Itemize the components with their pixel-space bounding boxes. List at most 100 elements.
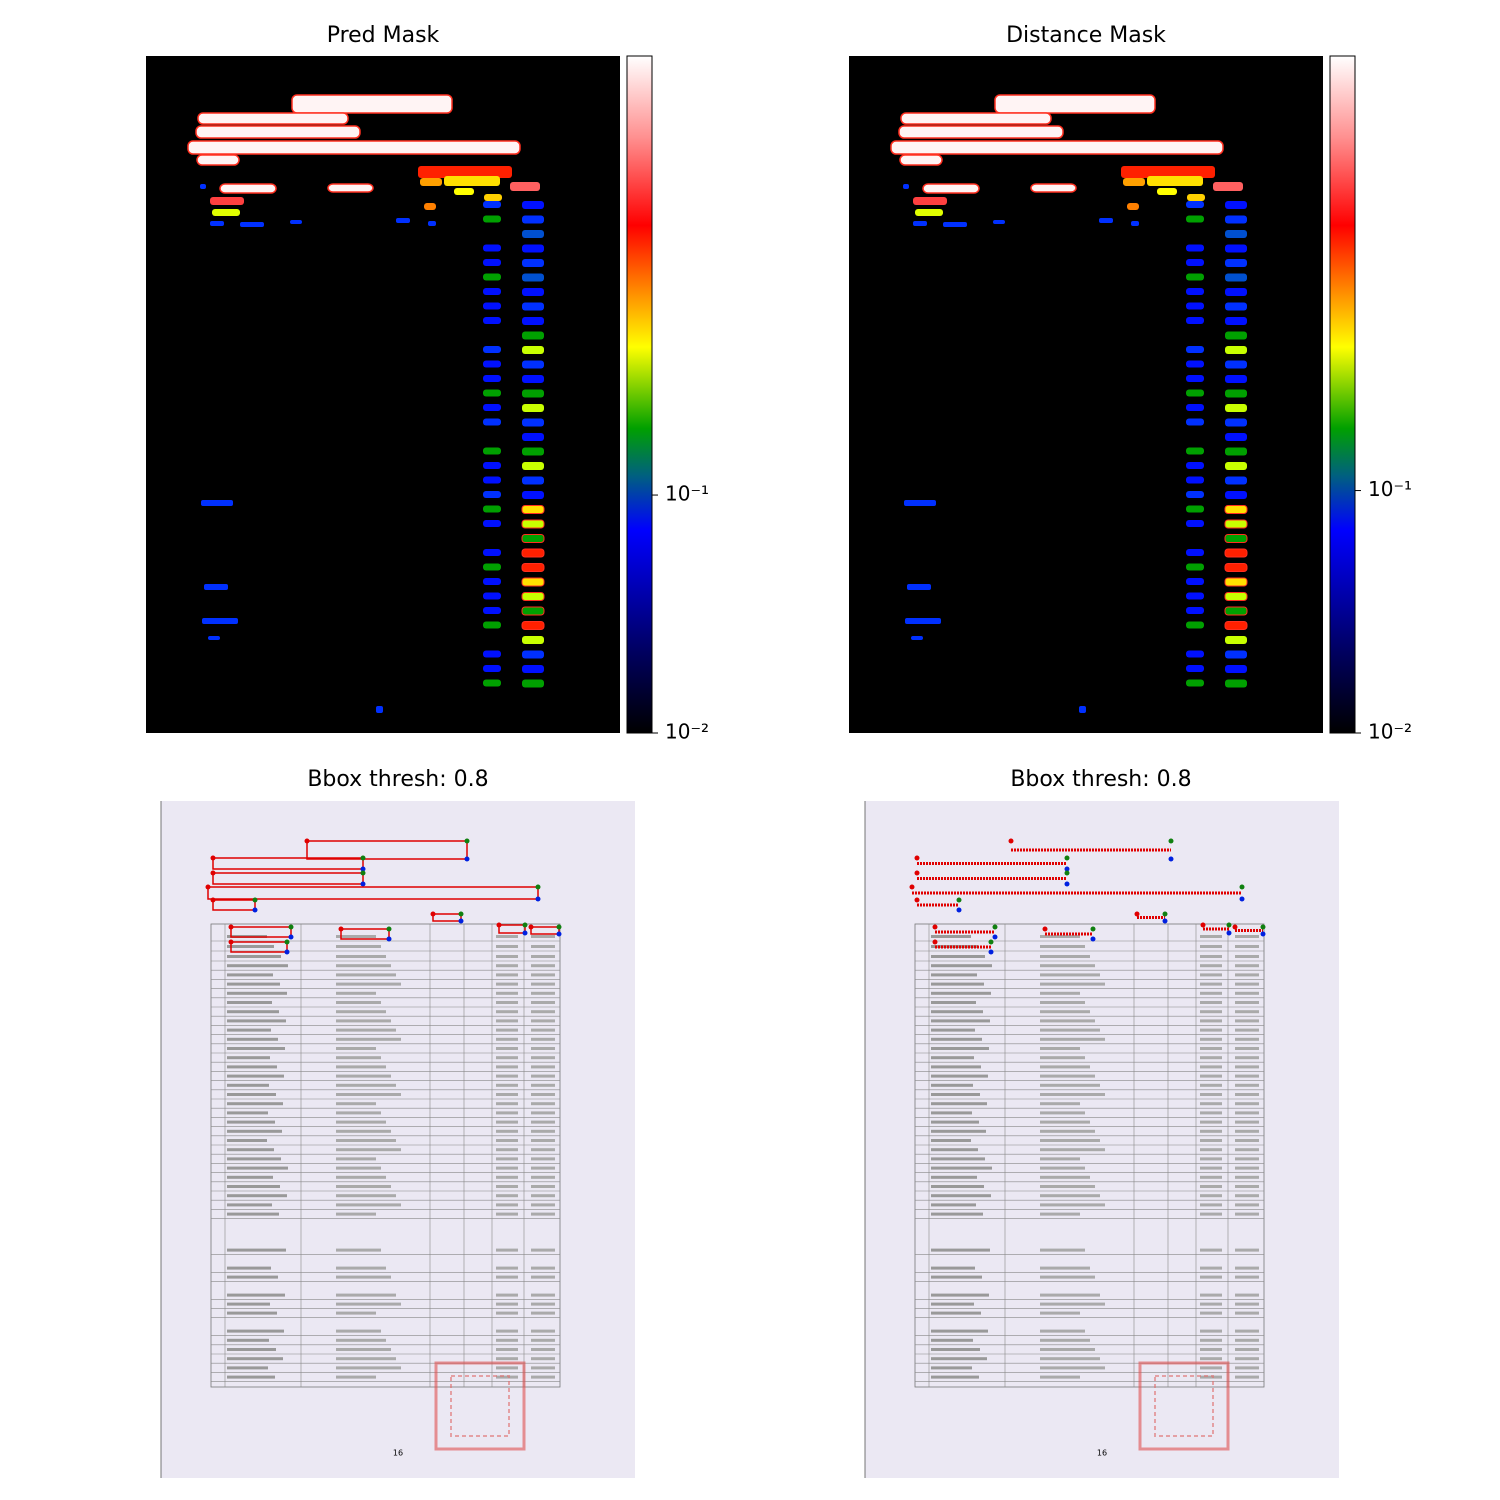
text-region (483, 520, 501, 527)
table-text (1040, 1212, 1080, 1216)
table-text (227, 1139, 267, 1142)
text-region (1187, 194, 1205, 201)
text-region (1186, 462, 1204, 469)
table-text (931, 982, 984, 986)
colorbar-tick-label: 10⁻² (665, 720, 709, 744)
text-region (1225, 215, 1247, 224)
text-region (1225, 404, 1247, 412)
table-text (1200, 935, 1222, 938)
text-region (1186, 273, 1204, 281)
bbox-corner (464, 838, 470, 844)
table-text (531, 1074, 555, 1078)
table-text (1200, 1001, 1222, 1004)
table-text (1235, 1056, 1259, 1060)
table-text (1040, 1010, 1090, 1014)
bbox-corner (464, 856, 470, 862)
text-region (905, 618, 941, 624)
table-text (931, 1102, 987, 1106)
table-text (1235, 945, 1259, 948)
text-region (1186, 360, 1204, 368)
text-region (204, 584, 228, 590)
text-region (1186, 679, 1204, 687)
text-region (521, 505, 545, 514)
bbox-corner (1226, 922, 1232, 928)
table-text (227, 1019, 286, 1023)
table-text (931, 1357, 987, 1361)
table-text (1235, 1311, 1259, 1315)
table-text (531, 1194, 555, 1198)
text-region (201, 500, 233, 506)
text-region (240, 222, 264, 227)
text-region (1225, 244, 1247, 253)
bbox-corner (535, 896, 541, 902)
table-text (227, 1175, 273, 1179)
table-text (336, 1203, 401, 1207)
table-text (227, 1010, 279, 1014)
table-text (227, 982, 280, 986)
table-text (227, 1275, 278, 1279)
table-text (931, 1194, 991, 1198)
text-region (510, 182, 540, 191)
table-text (496, 1329, 518, 1333)
table-text (531, 935, 555, 938)
table-text (931, 1037, 982, 1041)
table-text (531, 1302, 555, 1306)
table-text (1040, 1248, 1085, 1252)
text-region (521, 534, 545, 543)
bbox-corner (556, 931, 562, 937)
text-region (1030, 183, 1077, 193)
bbox-corner (252, 897, 258, 903)
bbox-corner (284, 949, 290, 955)
table-text (1040, 1001, 1085, 1004)
text-region (1224, 592, 1248, 601)
table-text (1235, 1357, 1259, 1361)
text-region (1225, 476, 1247, 485)
text-region (1224, 563, 1248, 572)
table-text (531, 1329, 555, 1333)
table-text (496, 1266, 518, 1270)
text-region (1225, 418, 1247, 427)
table-text (227, 1338, 269, 1342)
bbox-corner (988, 949, 994, 955)
text-region (454, 188, 474, 195)
table-text (531, 1166, 555, 1170)
table-text (1200, 1348, 1222, 1351)
text-region (1225, 636, 1247, 644)
table-text (496, 1375, 518, 1379)
bbox (207, 886, 539, 900)
text-region (291, 94, 453, 114)
table-text (227, 1056, 270, 1060)
text-region (1186, 259, 1204, 266)
bbox-corner (1064, 866, 1070, 872)
table-text (531, 1111, 555, 1115)
text-region (483, 288, 501, 295)
table-text (1200, 1166, 1222, 1170)
table-text (336, 964, 391, 968)
bbox-corner (1064, 881, 1070, 887)
table-text (227, 1037, 278, 1041)
table-text (531, 1338, 555, 1342)
text-region (522, 331, 544, 340)
table-text (931, 1338, 973, 1342)
text-region (483, 418, 501, 426)
text-region (483, 215, 501, 223)
table-text (336, 1010, 386, 1014)
bbox-corner (304, 838, 310, 844)
table-text (1200, 1212, 1222, 1216)
table-text (496, 1348, 518, 1351)
text-region (187, 140, 521, 155)
table-text (1040, 1203, 1105, 1207)
table-text (496, 1185, 518, 1188)
table-text (336, 1129, 391, 1133)
table-text (227, 1293, 285, 1297)
bbox-corner (956, 907, 962, 913)
table-text (1040, 964, 1095, 968)
text-region (993, 220, 1005, 224)
table-text (227, 1348, 276, 1351)
table-text (496, 1010, 518, 1014)
table-text (531, 1293, 555, 1297)
table-text (336, 1157, 376, 1161)
text-region (483, 549, 501, 556)
text-region (483, 302, 501, 310)
